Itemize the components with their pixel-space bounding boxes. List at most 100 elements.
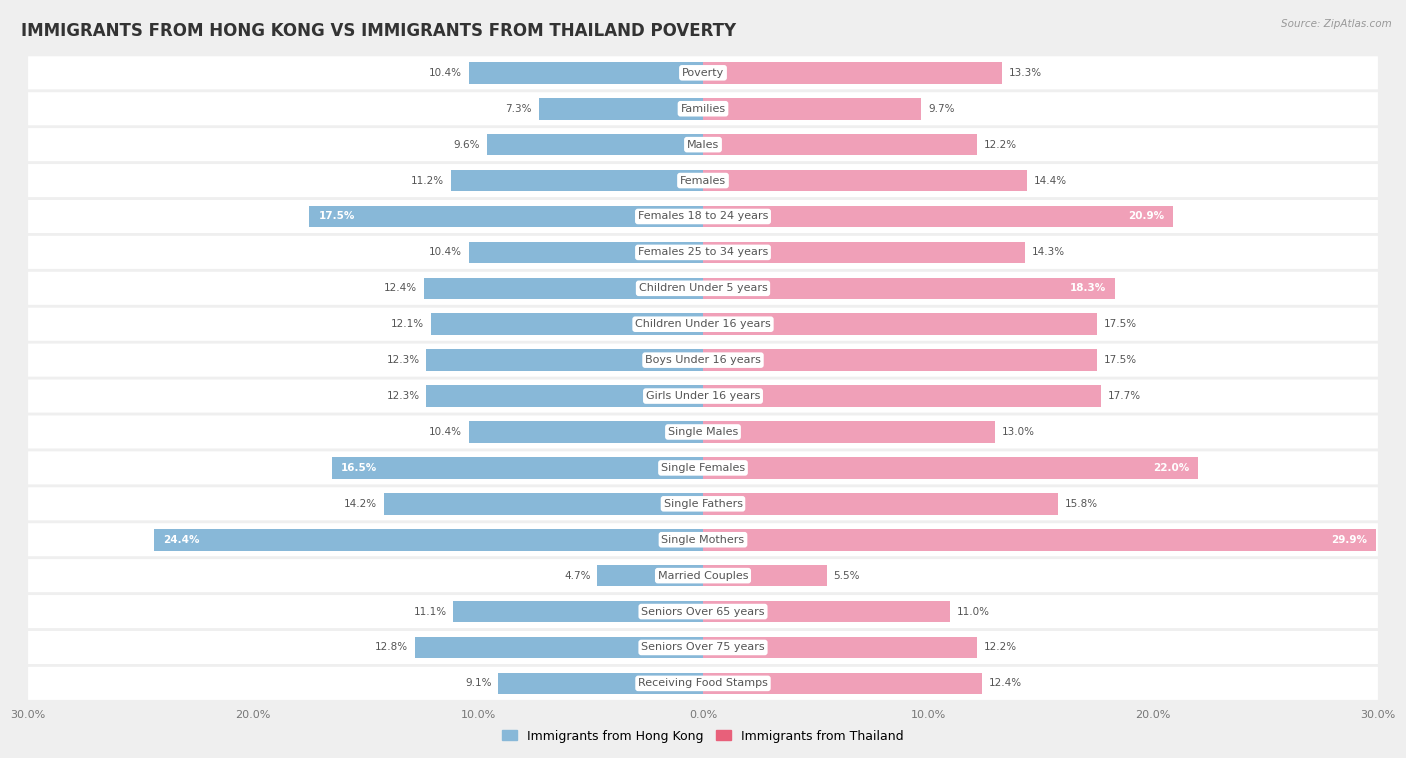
Bar bbox=[470, 421, 703, 443]
FancyBboxPatch shape bbox=[28, 667, 1378, 700]
Text: 12.3%: 12.3% bbox=[387, 391, 419, 401]
Text: Males: Males bbox=[688, 139, 718, 149]
Text: 9.7%: 9.7% bbox=[928, 104, 955, 114]
Text: 4.7%: 4.7% bbox=[564, 571, 591, 581]
Text: 10.4%: 10.4% bbox=[429, 67, 463, 78]
Text: Females 25 to 34 years: Females 25 to 34 years bbox=[638, 247, 768, 258]
Bar bbox=[309, 205, 703, 227]
Text: 14.2%: 14.2% bbox=[343, 499, 377, 509]
Bar bbox=[703, 205, 1173, 227]
Text: Females 18 to 24 years: Females 18 to 24 years bbox=[638, 211, 768, 221]
FancyBboxPatch shape bbox=[28, 451, 1378, 484]
Bar bbox=[703, 421, 995, 443]
Text: Seniors Over 75 years: Seniors Over 75 years bbox=[641, 643, 765, 653]
Bar bbox=[703, 62, 1002, 83]
Bar bbox=[703, 349, 1097, 371]
Text: 9.6%: 9.6% bbox=[454, 139, 481, 149]
Text: 12.2%: 12.2% bbox=[984, 139, 1018, 149]
Bar bbox=[703, 170, 1026, 191]
Text: 14.3%: 14.3% bbox=[1032, 247, 1064, 258]
Bar bbox=[486, 134, 703, 155]
Text: 12.4%: 12.4% bbox=[988, 678, 1022, 688]
FancyBboxPatch shape bbox=[28, 523, 1378, 556]
Text: 22.0%: 22.0% bbox=[1153, 463, 1189, 473]
FancyBboxPatch shape bbox=[28, 631, 1378, 664]
Bar bbox=[425, 277, 703, 299]
Text: 17.5%: 17.5% bbox=[318, 211, 354, 221]
Text: Single Mothers: Single Mothers bbox=[661, 534, 745, 545]
FancyBboxPatch shape bbox=[28, 164, 1378, 197]
Text: 18.3%: 18.3% bbox=[1070, 283, 1105, 293]
Text: Receiving Food Stamps: Receiving Food Stamps bbox=[638, 678, 768, 688]
Text: Single Fathers: Single Fathers bbox=[664, 499, 742, 509]
Bar bbox=[498, 672, 703, 694]
Bar bbox=[451, 170, 703, 191]
Bar bbox=[470, 242, 703, 263]
Text: Poverty: Poverty bbox=[682, 67, 724, 78]
Text: 15.8%: 15.8% bbox=[1066, 499, 1098, 509]
Bar bbox=[426, 349, 703, 371]
Bar bbox=[538, 98, 703, 120]
FancyBboxPatch shape bbox=[28, 487, 1378, 520]
FancyBboxPatch shape bbox=[28, 128, 1378, 161]
Text: 11.1%: 11.1% bbox=[413, 606, 447, 616]
Text: 14.4%: 14.4% bbox=[1033, 176, 1067, 186]
Bar bbox=[430, 314, 703, 335]
Bar bbox=[155, 529, 703, 550]
Text: 13.0%: 13.0% bbox=[1002, 427, 1035, 437]
Text: 12.2%: 12.2% bbox=[984, 643, 1018, 653]
Bar bbox=[703, 601, 950, 622]
Text: 16.5%: 16.5% bbox=[340, 463, 377, 473]
Text: 17.5%: 17.5% bbox=[1104, 319, 1136, 329]
Bar bbox=[703, 565, 827, 587]
Bar bbox=[703, 457, 1198, 478]
Text: 7.3%: 7.3% bbox=[506, 104, 531, 114]
FancyBboxPatch shape bbox=[28, 200, 1378, 233]
Text: Source: ZipAtlas.com: Source: ZipAtlas.com bbox=[1281, 19, 1392, 29]
Text: Single Males: Single Males bbox=[668, 427, 738, 437]
Text: 11.2%: 11.2% bbox=[411, 176, 444, 186]
Text: 11.0%: 11.0% bbox=[957, 606, 990, 616]
FancyBboxPatch shape bbox=[28, 236, 1378, 269]
Bar bbox=[703, 314, 1097, 335]
Text: IMMIGRANTS FROM HONG KONG VS IMMIGRANTS FROM THAILAND POVERTY: IMMIGRANTS FROM HONG KONG VS IMMIGRANTS … bbox=[21, 23, 737, 40]
FancyBboxPatch shape bbox=[28, 92, 1378, 125]
Text: 12.4%: 12.4% bbox=[384, 283, 418, 293]
Text: Girls Under 16 years: Girls Under 16 years bbox=[645, 391, 761, 401]
Bar bbox=[703, 637, 977, 658]
Text: 5.5%: 5.5% bbox=[834, 571, 860, 581]
Bar bbox=[703, 242, 1025, 263]
Text: 29.9%: 29.9% bbox=[1330, 534, 1367, 545]
Text: 12.3%: 12.3% bbox=[387, 356, 419, 365]
Bar bbox=[703, 672, 981, 694]
Text: Married Couples: Married Couples bbox=[658, 571, 748, 581]
FancyBboxPatch shape bbox=[28, 380, 1378, 412]
Text: Seniors Over 65 years: Seniors Over 65 years bbox=[641, 606, 765, 616]
Bar bbox=[332, 457, 703, 478]
Text: 20.9%: 20.9% bbox=[1128, 211, 1164, 221]
Bar bbox=[703, 385, 1101, 407]
Text: Children Under 16 years: Children Under 16 years bbox=[636, 319, 770, 329]
Bar bbox=[470, 62, 703, 83]
Bar bbox=[703, 277, 1115, 299]
Text: Single Females: Single Females bbox=[661, 463, 745, 473]
FancyBboxPatch shape bbox=[28, 56, 1378, 89]
Text: 9.1%: 9.1% bbox=[465, 678, 492, 688]
Bar bbox=[426, 385, 703, 407]
FancyBboxPatch shape bbox=[28, 415, 1378, 449]
Legend: Immigrants from Hong Kong, Immigrants from Thailand: Immigrants from Hong Kong, Immigrants fr… bbox=[498, 725, 908, 747]
Text: 10.4%: 10.4% bbox=[429, 427, 463, 437]
Text: 10.4%: 10.4% bbox=[429, 247, 463, 258]
Bar bbox=[703, 134, 977, 155]
FancyBboxPatch shape bbox=[28, 559, 1378, 592]
Text: Females: Females bbox=[681, 176, 725, 186]
FancyBboxPatch shape bbox=[28, 272, 1378, 305]
Bar bbox=[703, 493, 1059, 515]
FancyBboxPatch shape bbox=[28, 595, 1378, 628]
Text: 24.4%: 24.4% bbox=[163, 534, 200, 545]
Text: Children Under 5 years: Children Under 5 years bbox=[638, 283, 768, 293]
Text: Boys Under 16 years: Boys Under 16 years bbox=[645, 356, 761, 365]
Text: 12.1%: 12.1% bbox=[391, 319, 425, 329]
Bar bbox=[384, 493, 703, 515]
Bar bbox=[703, 98, 921, 120]
